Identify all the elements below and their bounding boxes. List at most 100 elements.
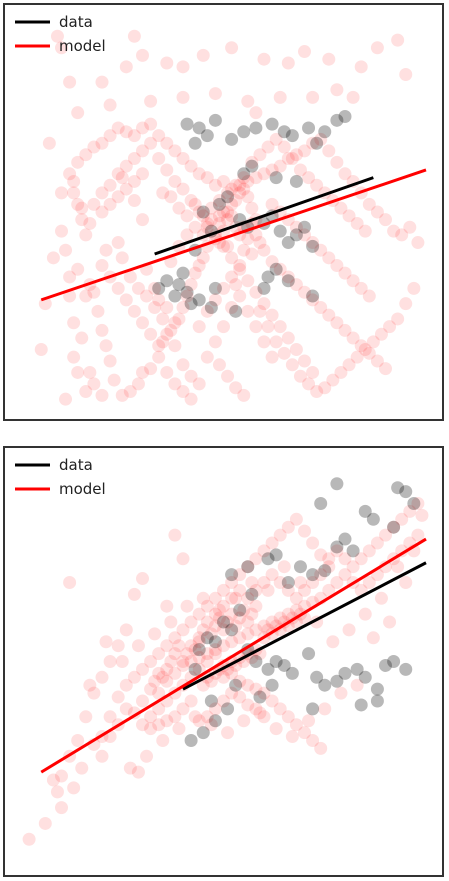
model-point [277,346,291,360]
model-point [241,560,255,574]
model-point [144,710,158,724]
model-point [75,331,89,345]
model-point [156,670,170,684]
model-point [362,576,376,589]
model-point [95,388,109,402]
model-point [131,281,145,295]
model-point [71,734,85,747]
model-point [273,611,287,625]
model-point [212,209,226,223]
model-point [281,520,295,534]
model-point [358,343,372,357]
model-point [217,623,230,637]
model-point [172,312,186,326]
model-point [225,197,239,211]
data-point [221,190,235,204]
model-point [55,769,68,783]
model-point [119,702,133,716]
model-point [87,140,101,154]
model-point [249,552,263,566]
model-point [322,308,336,322]
data-point [208,635,222,649]
model-point [225,270,239,284]
model-point [152,152,166,166]
model-point [233,186,247,200]
model-point [176,60,190,74]
chart-panel-bottom: data model [3,446,444,877]
model-point [103,710,117,724]
model-point [115,251,129,265]
data-point [318,678,332,692]
model-point [245,576,259,589]
model-point [34,343,48,357]
model-point [103,655,117,668]
model-point [144,682,158,696]
model-point [306,576,320,589]
model-point [111,281,125,295]
model-point [111,639,125,653]
data-point [180,117,194,131]
model-point [200,216,214,230]
data-point [257,281,271,295]
model-point [277,140,291,154]
model-point [164,323,178,337]
model-point [136,48,149,62]
model-point [391,33,405,47]
model-point [63,576,77,589]
model-point [119,159,133,173]
model-point [346,90,360,104]
model-point [123,270,137,284]
model-point [148,281,162,295]
model-point [208,293,222,307]
model-point [322,560,336,574]
model-point [95,186,109,200]
model-point [119,125,133,139]
model-point [366,631,380,645]
data-point [253,690,267,704]
data-point [269,655,283,668]
model-point [87,377,101,391]
model-point [87,285,101,299]
model-point [212,216,226,230]
model-point [257,686,271,700]
model-point [237,171,251,185]
model-point [257,576,271,589]
model-point [119,293,133,307]
model-point [136,718,149,732]
model-point [241,94,255,108]
model-point [379,560,392,574]
model-point [411,497,425,510]
model-point [225,666,239,680]
model-point [334,365,348,379]
model-point [99,243,113,257]
model-point [156,186,170,200]
model-point [79,710,93,724]
model-point [55,801,68,815]
data-point [204,694,218,708]
model-point [265,255,279,269]
model-point [334,686,348,700]
model-point [233,583,247,597]
model-point [399,576,413,589]
model-point [298,524,311,538]
model-point [79,148,93,162]
model-point [265,197,279,211]
model-point [168,339,182,353]
data-fit-line [154,176,374,256]
model-point [152,647,166,661]
data-point [176,266,190,280]
model-point [221,205,235,219]
model-point [208,87,222,101]
model-point [330,576,344,589]
model-point [180,228,194,242]
data-point [225,623,239,637]
data-point [285,666,299,680]
model-point [233,690,247,704]
model-point [265,536,279,550]
data-point [196,205,210,219]
data-point [277,125,291,139]
model-point [330,83,344,97]
model-point [281,607,295,621]
model-point [160,56,174,70]
series-data [152,110,352,318]
